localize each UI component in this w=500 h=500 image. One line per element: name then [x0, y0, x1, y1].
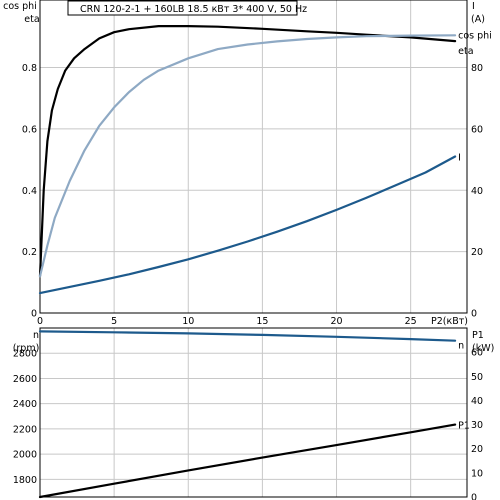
- series-layer: [38, 25, 457, 499]
- left-tick-label: 2800: [13, 349, 37, 360]
- x-tick-label: 5: [111, 316, 117, 327]
- x-axis-label: P2(кВт): [431, 316, 468, 327]
- left-tick-label: 2400: [13, 399, 37, 410]
- series-line-n: [38, 330, 457, 342]
- right-tick-label: 0: [471, 493, 477, 500]
- right-tick-label: 50: [471, 372, 483, 383]
- right-tick-label: 30: [471, 420, 483, 431]
- right-tick-label: 20: [471, 247, 483, 258]
- x-tick-label: 10: [182, 316, 194, 327]
- x-tick-label: 0: [37, 316, 43, 327]
- left-tick-label: 0.2: [22, 247, 37, 258]
- right-tick-label: 60: [471, 348, 483, 359]
- grid-layer: [40, 0, 467, 497]
- series-line-P1: [38, 423, 457, 499]
- chart-title: CRN 120-2-1 + 160LB 18.5 кВт 3* 400 V, 5…: [80, 4, 307, 15]
- right-tick-label: 40: [471, 396, 483, 407]
- right-tick-label: 80: [471, 63, 483, 74]
- x-tick-label: 20: [330, 316, 342, 327]
- left-tick-label: 0.6: [22, 124, 37, 135]
- plot-frames: [39, 0, 468, 498]
- text-layer: 0 0.2 0.4 0.6 0.8 0 20 40 60 80 cos phi eta I (A) 0 5 10…: [3, 1, 494, 500]
- left-tick-label: 2200: [13, 424, 37, 435]
- left-axis-label-cosphi: cos phi: [3, 1, 37, 12]
- left-tick-label: 0.4: [22, 186, 37, 197]
- right-tick-label: 0: [471, 309, 477, 320]
- series-label-eta: eta: [458, 46, 473, 57]
- series-label-I: I: [458, 153, 461, 164]
- right-axis-label-kw: (kW): [472, 343, 494, 354]
- left-tick-label: 2000: [13, 450, 37, 461]
- series-line-eta: [38, 25, 457, 278]
- left-tick-label: 0.8: [22, 63, 37, 74]
- plot-frame: [39, 327, 468, 498]
- left-tick-label: 0: [31, 309, 37, 320]
- series-label-P1: P1: [458, 421, 470, 432]
- right-tick-label: 10: [471, 468, 483, 479]
- right-axis-label-unit: (A): [471, 14, 485, 25]
- series-label-n: n: [458, 341, 464, 352]
- plot-frame: [39, 0, 468, 314]
- left-tick-label: 2600: [13, 374, 37, 385]
- title-box: [67, 0, 298, 16]
- x-tick-label: 25: [405, 316, 417, 327]
- right-axis-label-p1: P1: [472, 330, 484, 341]
- series-line-I: [38, 155, 457, 295]
- left-tick-label: 1800: [13, 475, 37, 486]
- left-axis-label-eta: eta: [24, 14, 39, 25]
- right-tick-label: 20: [471, 444, 483, 455]
- series-label-cos-phi: cos phi: [458, 30, 492, 41]
- right-axis-label-i: I: [472, 1, 475, 12]
- right-tick-label: 40: [471, 186, 483, 197]
- right-tick-label: 60: [471, 124, 483, 135]
- x-tick-label: 15: [256, 316, 268, 327]
- left-axis-label-rpm: (rpm): [13, 343, 40, 354]
- left-axis-label-n: n: [33, 330, 39, 341]
- series-line-cos-phi: [38, 34, 457, 278]
